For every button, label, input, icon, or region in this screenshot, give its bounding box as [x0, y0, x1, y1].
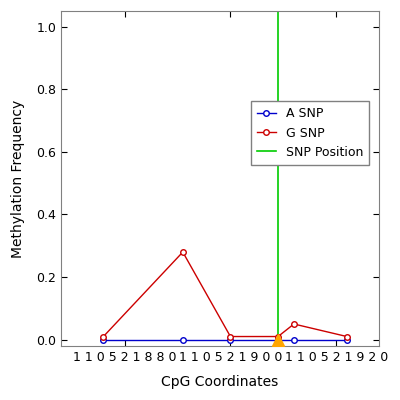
G SNP: [344, 334, 349, 339]
A SNP: [344, 337, 349, 342]
Line: A SNP: A SNP: [101, 337, 350, 342]
A SNP: [228, 337, 233, 342]
A SNP: [292, 337, 296, 342]
A SNP: [101, 337, 106, 342]
A SNP: [180, 337, 185, 342]
X-axis label: CpG Coordinates: CpG Coordinates: [161, 375, 278, 389]
G SNP: [180, 250, 185, 254]
A SNP: [276, 337, 280, 342]
G SNP: [276, 334, 280, 339]
Legend: A SNP, G SNP, SNP Position: A SNP, G SNP, SNP Position: [250, 101, 369, 165]
G SNP: [228, 334, 233, 339]
G SNP: [292, 322, 296, 326]
G SNP: [101, 334, 106, 339]
Line: G SNP: G SNP: [101, 249, 350, 339]
Y-axis label: Methylation Frequency: Methylation Frequency: [11, 99, 25, 258]
